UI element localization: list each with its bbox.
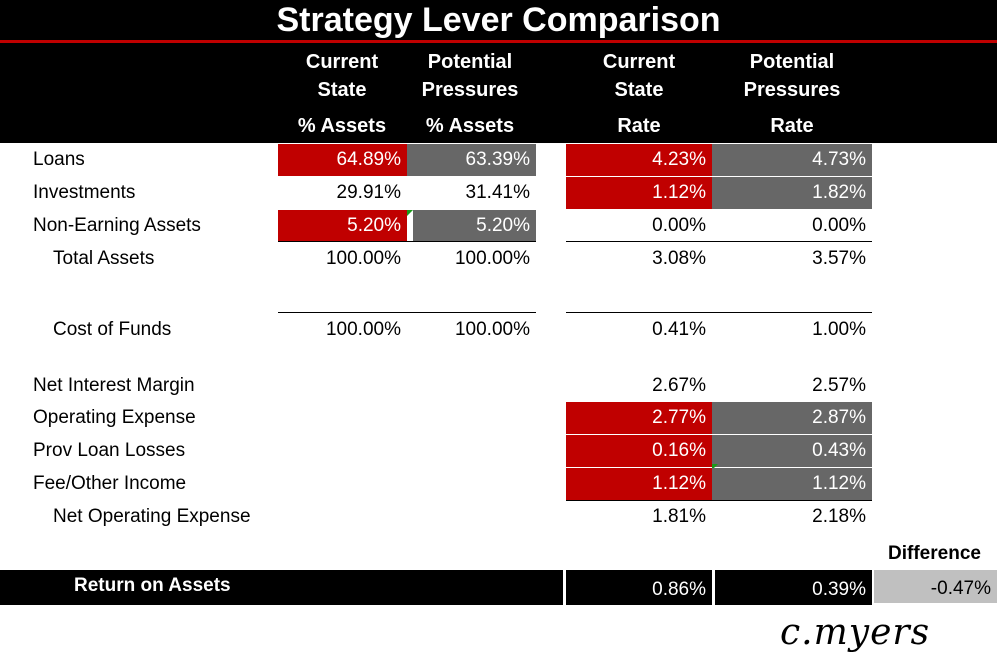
- non-earning-cur-rate: 0.00%: [652, 215, 706, 236]
- net-opex-pot-rate: 2.18%: [812, 506, 866, 527]
- cof-rule-assets: [278, 312, 536, 313]
- col-header-cur-assets: Current State: [277, 48, 407, 104]
- fee-cur-rate: 1.12%: [566, 468, 712, 500]
- roa-cur: 0.86%: [566, 570, 712, 605]
- cof-cur-assets: 100.00%: [325, 319, 401, 340]
- col-header-pot-rate: Potential Pressures: [712, 48, 872, 104]
- col-header-line1: Potential: [749, 51, 835, 73]
- total-assets-cur-assets: 100.00%: [325, 248, 401, 269]
- nim-cur-rate: 2.67%: [652, 375, 706, 396]
- col-header-line1: Current: [602, 51, 676, 73]
- non-earning-pot-rate: 0.00%: [812, 215, 866, 236]
- non-earning-cur-assets: 5.20%: [278, 210, 407, 242]
- roa-label: Return on Assets: [74, 575, 231, 596]
- roa-difference: -0.47%: [874, 570, 997, 603]
- pll-cur-rate: 0.16%: [566, 435, 712, 467]
- investments-pot-rate: 1.82%: [712, 177, 872, 209]
- row-label-pll: Prov Loan Losses: [33, 440, 186, 461]
- cof-pot-rate: 1.00%: [812, 319, 866, 340]
- roa-label-bar: [0, 570, 563, 605]
- roa-pot: 0.39%: [715, 570, 872, 605]
- total-assets-pot-rate: 3.57%: [812, 248, 866, 269]
- col-header-line2: Pressures: [421, 79, 519, 101]
- row-label-cost-of-funds: Cost of Funds: [53, 319, 172, 340]
- header-bar: [0, 43, 997, 143]
- loans-pot-rate: 4.73%: [712, 144, 872, 176]
- total-assets-pot-assets: 100.00%: [454, 248, 530, 269]
- cof-rule-rate: [566, 312, 872, 313]
- signature: c.myers: [780, 612, 931, 653]
- col-unit-cur-rate: Rate: [617, 115, 661, 137]
- title-bar: [0, 0, 997, 40]
- row-label-non-earning: Non-Earning Assets: [33, 215, 201, 236]
- col-unit-cur-assets: % Assets: [297, 115, 387, 137]
- col-header-line1: Potential: [427, 51, 513, 73]
- investments-cur-rate: 1.12%: [566, 177, 712, 209]
- investments-cur-assets: 29.91%: [336, 182, 401, 203]
- total-rule-rate: [566, 241, 872, 242]
- row-label-opex: Operating Expense: [33, 407, 196, 428]
- col-unit-pot-rate: Rate: [770, 115, 814, 137]
- col-header-line1: Current: [305, 51, 379, 73]
- title-divider: [0, 40, 997, 43]
- difference-label: Difference: [888, 543, 981, 564]
- nim-pot-rate: 2.57%: [812, 375, 866, 396]
- comment-marker-icon: [407, 210, 413, 216]
- col-header-line2: State: [614, 79, 664, 101]
- row-label-loans: Loans: [33, 149, 85, 170]
- total-assets-cur-rate: 3.08%: [652, 248, 706, 269]
- col-header-line2: Pressures: [743, 79, 841, 101]
- non-earning-pot-assets: 5.20%: [413, 210, 536, 242]
- row-label-total-assets: Total Assets: [53, 248, 155, 269]
- loans-cur-rate: 4.23%: [566, 144, 712, 176]
- fee-pot-rate: 1.12%: [712, 468, 872, 500]
- cof-pot-assets: 100.00%: [454, 319, 530, 340]
- opex-pot-rate: 2.87%: [712, 402, 872, 434]
- col-header-cur-rate: Current State: [566, 48, 712, 104]
- col-header-line2: State: [317, 79, 367, 101]
- investments-pot-assets: 31.41%: [465, 182, 530, 203]
- net-opex-rule: [566, 500, 872, 501]
- loans-pot-assets: 63.39%: [407, 144, 536, 176]
- comment-marker-icon: [712, 464, 718, 470]
- row-label-fee: Fee/Other Income: [33, 473, 187, 494]
- net-opex-cur-rate: 1.81%: [652, 506, 706, 527]
- pll-pot-rate: 0.43%: [712, 435, 872, 467]
- col-unit-pot-assets: % Assets: [425, 115, 515, 137]
- cof-cur-rate: 0.41%: [652, 319, 706, 340]
- total-rule-assets: [278, 241, 536, 242]
- loans-cur-assets: 64.89%: [278, 144, 407, 176]
- row-label-investments: Investments: [33, 182, 136, 203]
- row-label-net-opex: Net Operating Expense: [53, 506, 251, 527]
- opex-cur-rate: 2.77%: [566, 402, 712, 434]
- page-title: Strategy Lever Comparison: [276, 1, 721, 39]
- row-label-nim: Net Interest Margin: [33, 375, 195, 396]
- col-header-pot-assets: Potential Pressures: [405, 48, 535, 104]
